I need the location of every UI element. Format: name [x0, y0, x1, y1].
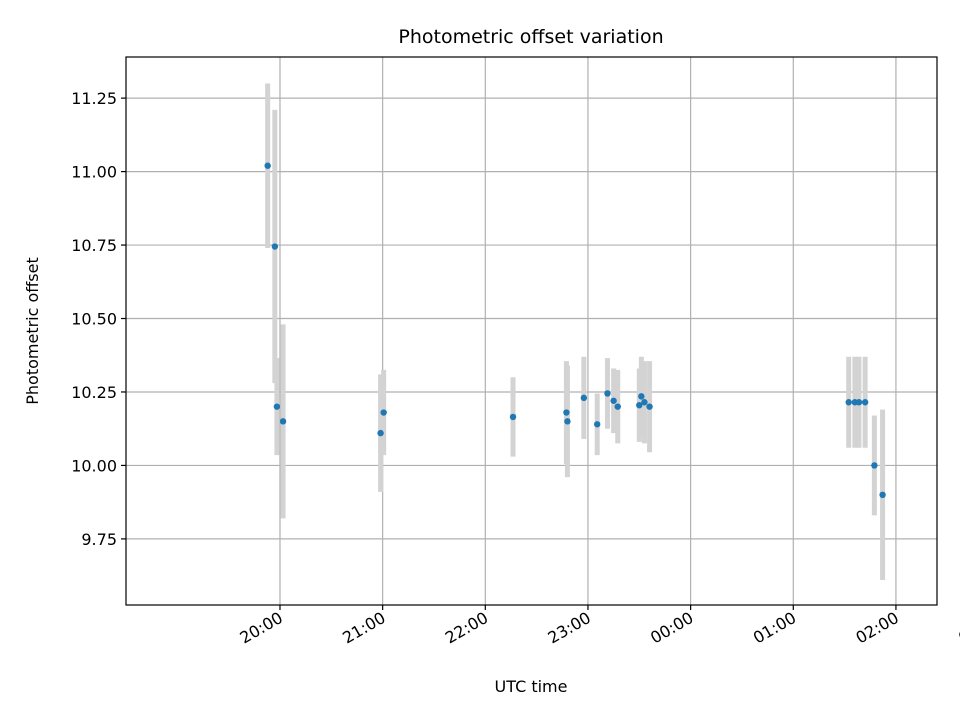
data-point — [564, 418, 571, 425]
data-point — [377, 429, 384, 437]
data-point — [580, 394, 588, 402]
data-point — [871, 462, 878, 469]
data-point — [879, 491, 886, 499]
y-tick-label: 11.25 — [71, 89, 117, 108]
data-point — [638, 393, 645, 400]
plot-frame — [125, 56, 938, 606]
y-axis-ticks: 9.75 10.00 10.25 10.50 10.75 11.00 11.25 — [71, 89, 126, 549]
data-point — [271, 243, 279, 250]
y-tick-label: 11.00 — [71, 163, 117, 182]
data-point — [641, 399, 648, 406]
data-point — [861, 399, 869, 406]
data-point — [636, 401, 643, 409]
data-points — [264, 162, 886, 499]
data-point — [614, 403, 621, 410]
data-point — [279, 418, 287, 425]
data-point — [610, 397, 617, 404]
data-point — [273, 403, 281, 410]
data-point — [855, 399, 863, 406]
grid — [126, 57, 937, 605]
data-point — [509, 413, 517, 421]
data-point — [646, 403, 653, 410]
y-tick-label: 10.50 — [71, 310, 117, 329]
y-axis-label: Photometric offset — [23, 257, 42, 405]
data-point — [604, 390, 611, 397]
data-point — [563, 409, 570, 416]
y-tick-label: 9.75 — [81, 530, 117, 549]
data-point — [594, 421, 601, 428]
y-tick-label: 10.00 — [71, 456, 117, 475]
chart-title: Photometric offset variation — [398, 26, 663, 48]
data-point — [264, 162, 271, 169]
y-tick-label: 10.75 — [71, 236, 117, 255]
data-point — [845, 399, 852, 406]
data-point — [380, 409, 387, 416]
y-tick-label: 10.25 — [71, 383, 117, 402]
x-axis-label: UTC time — [495, 677, 568, 696]
